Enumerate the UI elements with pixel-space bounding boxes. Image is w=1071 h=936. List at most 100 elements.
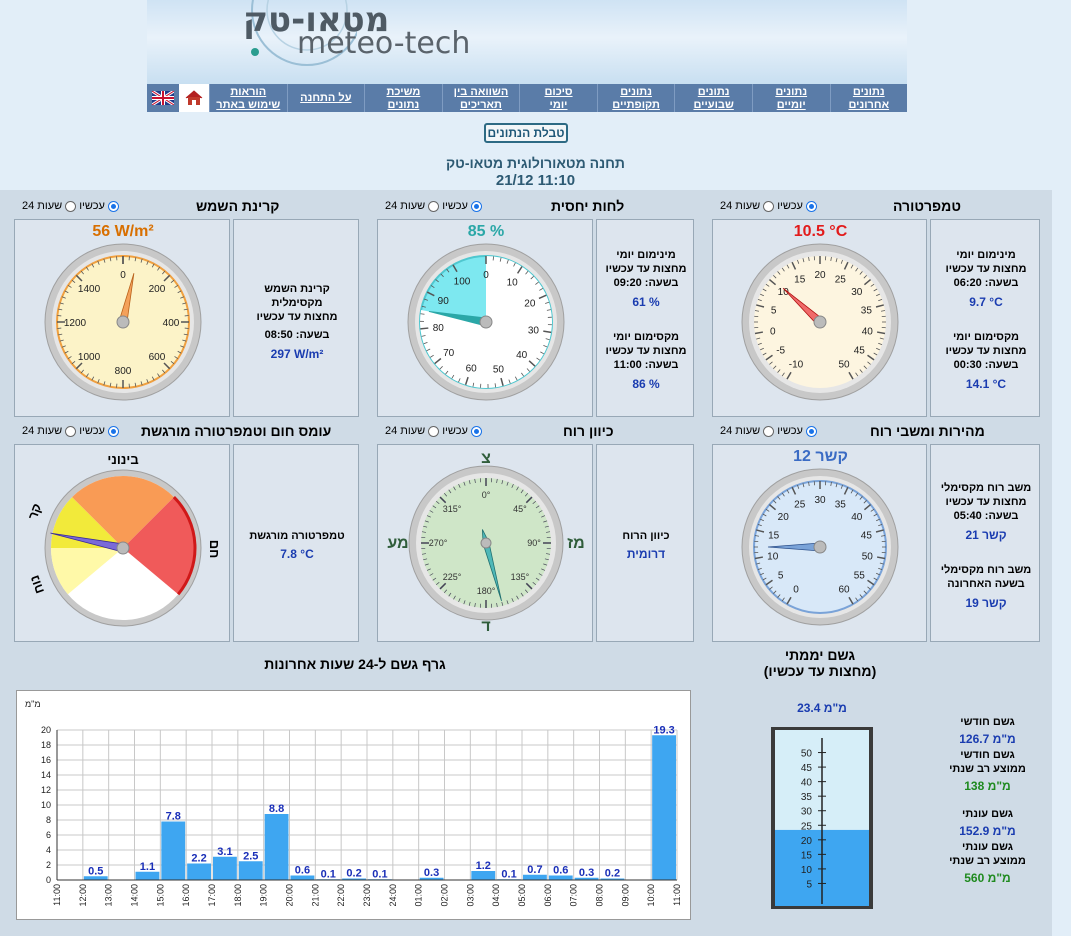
compass-tick <box>511 598 514 603</box>
compass-tick <box>516 595 519 600</box>
nav-compare-dates[interactable]: השוואה בין תאריכים <box>441 84 520 112</box>
gauge-tick <box>802 483 805 488</box>
home-icon[interactable] <box>185 90 203 106</box>
nav-periodic-data[interactable]: נתונים תקופתיים <box>596 84 675 112</box>
compass-tick <box>421 553 426 555</box>
compass-tick <box>524 589 529 594</box>
compass-tick <box>463 481 466 486</box>
wind-speed-gauge-box: 12 קשר 0 5 10 15 20 25 30 35 40 45 50 55 60 <box>712 444 927 642</box>
solar-range-toggle: 24 שעות עכשיו <box>22 200 119 212</box>
radio-label-now: עכשיו <box>777 200 803 212</box>
temperature-value: 10.5 °C <box>793 223 848 240</box>
radio-24h[interactable] <box>65 200 77 212</box>
nav-usage-instructions[interactable]: הוראות שימוש באתר <box>209 84 287 112</box>
gauge-tick <box>500 377 504 386</box>
radio-now[interactable] <box>107 200 119 212</box>
gauge-tick <box>91 376 95 381</box>
chart-x-tick-label: 15:00 <box>155 884 165 907</box>
radio-now[interactable] <box>805 200 817 212</box>
gauge-tick-label: 45 <box>861 531 873 542</box>
gauge-tick <box>876 347 880 351</box>
gauge-tick <box>876 572 880 576</box>
radio-now[interactable] <box>805 425 817 437</box>
gauge-tick <box>58 308 63 311</box>
nav-daily-data[interactable]: נתונים יומיים <box>751 84 830 112</box>
wind-dir-value: דרומית <box>626 547 666 561</box>
rain-gauge-tick-label: 50 <box>801 749 813 760</box>
gauge-tick <box>421 335 426 337</box>
chart-bar <box>83 876 108 880</box>
gauge-tick-label: 40 <box>862 326 874 337</box>
gauge-tick <box>756 304 765 308</box>
gauge-tick <box>765 354 773 361</box>
radio-24h[interactable] <box>428 425 440 437</box>
heat-range-toggle: 24 שעות עכשיו <box>22 425 119 437</box>
gauge-tick <box>855 267 859 272</box>
nav-weekly-data[interactable]: נתונים שבועיים <box>674 84 752 112</box>
gauge-tick <box>781 492 785 497</box>
gauge-tick <box>754 556 764 560</box>
gauge-tick <box>756 562 761 565</box>
gauge-hub <box>479 315 493 329</box>
radio-24h[interactable] <box>428 200 440 212</box>
radio-24h[interactable] <box>763 425 775 437</box>
language-toggle[interactable] <box>147 84 179 112</box>
nav-latest-data[interactable]: נתונים אחרונים <box>829 84 908 112</box>
gauge-tick <box>786 596 792 605</box>
heat-hub <box>116 541 130 555</box>
heat-label-moderate: בינוני <box>107 452 138 467</box>
radio-24h[interactable] <box>763 200 775 212</box>
chart-bar <box>548 875 573 880</box>
chart-bar <box>187 863 211 880</box>
hum-max-label: מקסימום יומי מחצות עד עכשיו <box>605 331 687 357</box>
gauge-tick-label: 30 <box>851 287 863 298</box>
gauge-tick-label: 55 <box>854 571 866 582</box>
gauge-tick <box>757 299 762 302</box>
monthly-rain-value: 126.7 מ"מ <box>959 732 1016 746</box>
hum-min-label: מינימום יומי מחצות עד עכשיו <box>605 249 687 275</box>
nav-about-station[interactable]: על התחנה <box>286 84 365 112</box>
feels-like-block: טמפרטורה מורגשת 7.8 °C <box>234 529 360 561</box>
data-table-button[interactable]: טבלת הנתונים <box>484 123 568 143</box>
compass-tick <box>468 480 471 485</box>
gauge-tick <box>859 496 863 500</box>
chart-y-tick-label: 8 <box>46 815 51 825</box>
nav-daily-summary[interactable]: סיכום יומי <box>519 84 597 112</box>
home-button[interactable] <box>179 84 209 112</box>
gauge-tick <box>876 556 886 560</box>
chart-y-tick-label: 16 <box>41 755 51 765</box>
gauge-tick <box>873 577 878 581</box>
compass-tick <box>541 568 546 571</box>
chart-x-tick-label: 06:00 <box>543 884 553 907</box>
gauge-tick <box>472 382 475 387</box>
wind-speed-gauge: 05 10 15 20 25 30 35 40 45 50 55 60 <box>741 468 899 626</box>
radio-now[interactable] <box>470 425 482 437</box>
gauge-hub <box>813 540 827 554</box>
uk-flag-icon[interactable] <box>152 91 174 105</box>
chart-x-tick-label: 20:00 <box>285 884 295 907</box>
radio-now[interactable] <box>107 425 119 437</box>
gauge-tick <box>170 279 175 283</box>
gauge-tick <box>494 383 497 388</box>
compass-tick <box>443 492 448 497</box>
gauge-tick <box>754 310 760 312</box>
gauge-tick <box>765 508 770 512</box>
gauge-tick <box>174 356 179 360</box>
gauge-tick <box>85 266 89 271</box>
radio-24h[interactable] <box>65 425 77 437</box>
nav-data-export[interactable]: משיכת נתונים <box>364 84 442 112</box>
chart-data-label: 0.1 <box>372 868 387 880</box>
chart-x-tick-label: 05:00 <box>517 884 527 907</box>
monthly-avg-label: גשם חודשי ממוצע רב שנתי <box>949 749 1026 775</box>
gauge-tick-label: 30 <box>528 326 540 337</box>
gauge-tick <box>863 590 867 594</box>
wind-gust-value: 21 קשר <box>965 528 1007 542</box>
rain-gauge-tick-label: 40 <box>801 778 813 789</box>
gauge-tick <box>420 327 429 330</box>
gauge-tick <box>867 361 871 365</box>
gauge-tick <box>777 496 781 500</box>
humidity-gauge: 0 10 20 30 40 50 60 70 80 90 100 <box>407 243 565 401</box>
radio-now[interactable] <box>470 200 482 212</box>
compass-tick <box>541 515 546 518</box>
compass-east-label: מז <box>567 535 584 552</box>
